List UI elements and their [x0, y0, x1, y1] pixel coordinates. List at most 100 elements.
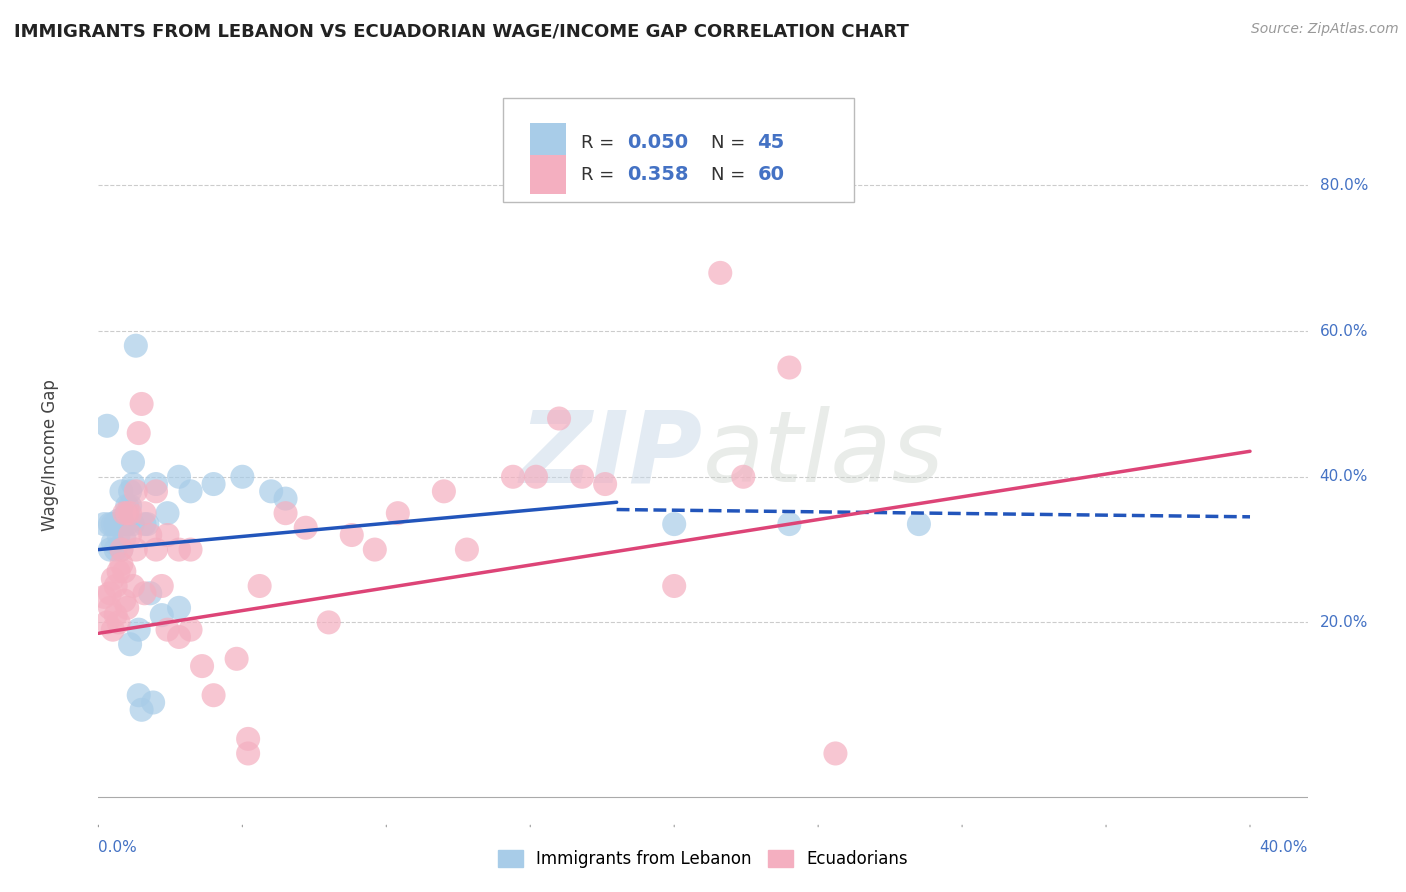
Point	[191, 659, 214, 673]
Point	[664, 517, 686, 532]
Point	[131, 703, 153, 717]
Point	[122, 517, 145, 532]
Point	[593, 477, 616, 491]
Text: 0.358: 0.358	[627, 165, 689, 185]
Point	[120, 528, 142, 542]
Point	[128, 688, 150, 702]
Point	[115, 506, 138, 520]
Text: N =: N =	[711, 166, 751, 184]
Point	[122, 455, 145, 469]
Point	[150, 579, 173, 593]
Point	[115, 513, 138, 527]
Point	[202, 477, 225, 491]
Text: Wage/Income Gap: Wage/Income Gap	[41, 379, 59, 531]
Point	[433, 484, 456, 499]
Point	[134, 517, 156, 532]
Point	[122, 477, 145, 491]
Point	[125, 484, 148, 499]
Point	[456, 542, 478, 557]
Point	[125, 542, 148, 557]
Point	[387, 506, 409, 520]
Point	[824, 747, 846, 761]
Point	[167, 542, 190, 557]
Point	[548, 411, 571, 425]
Point	[93, 590, 115, 604]
Point	[122, 579, 145, 593]
Point	[571, 469, 593, 483]
Point	[110, 484, 132, 499]
Text: 60.0%: 60.0%	[1320, 324, 1368, 339]
Point	[664, 579, 686, 593]
Text: ZIP: ZIP	[520, 407, 703, 503]
Point	[98, 517, 121, 532]
Point	[167, 469, 190, 483]
Point	[112, 532, 135, 546]
Point	[112, 509, 135, 524]
Point	[156, 506, 179, 520]
Point	[236, 747, 259, 761]
Point	[98, 586, 121, 600]
Text: 60: 60	[758, 165, 785, 185]
Point	[249, 579, 271, 593]
Legend: Immigrants from Lebanon, Ecuadorians: Immigrants from Lebanon, Ecuadorians	[491, 843, 915, 875]
Point	[134, 506, 156, 520]
Point	[236, 731, 259, 746]
Point	[115, 517, 138, 532]
Point	[107, 513, 129, 527]
Point	[142, 696, 165, 710]
Point	[134, 586, 156, 600]
Point	[101, 572, 124, 586]
Point	[120, 499, 142, 513]
Point	[120, 484, 142, 499]
Point	[104, 542, 127, 557]
Point	[96, 418, 118, 433]
FancyBboxPatch shape	[530, 123, 567, 162]
Point	[107, 528, 129, 542]
Text: 20.0%: 20.0%	[1320, 615, 1368, 630]
Point	[125, 339, 148, 353]
Point	[115, 499, 138, 513]
Point	[145, 484, 167, 499]
Point	[128, 623, 150, 637]
Point	[110, 517, 132, 532]
Point	[98, 542, 121, 557]
Text: R =: R =	[581, 166, 620, 184]
Text: atlas: atlas	[703, 407, 945, 503]
Point	[167, 630, 190, 644]
Point	[340, 528, 363, 542]
Point	[120, 637, 142, 651]
Point	[733, 469, 755, 483]
Point	[96, 615, 118, 630]
Point	[364, 542, 387, 557]
Point	[110, 542, 132, 557]
Point	[318, 615, 340, 630]
Text: R =: R =	[581, 134, 620, 152]
Point	[202, 688, 225, 702]
Point	[120, 506, 142, 520]
Point	[104, 608, 127, 623]
Text: 40.0%: 40.0%	[1320, 469, 1368, 484]
Text: 45: 45	[758, 133, 785, 153]
Point	[101, 623, 124, 637]
Text: 40.0%: 40.0%	[1260, 840, 1308, 855]
Point	[93, 517, 115, 532]
Point	[145, 477, 167, 491]
Point	[156, 528, 179, 542]
Point	[131, 397, 153, 411]
Point	[908, 517, 931, 532]
Point	[778, 517, 800, 532]
Point	[180, 484, 202, 499]
Point	[167, 600, 190, 615]
Text: Source: ZipAtlas.com: Source: ZipAtlas.com	[1251, 22, 1399, 37]
Point	[98, 600, 121, 615]
Point	[180, 623, 202, 637]
Point	[294, 521, 316, 535]
Point	[101, 517, 124, 532]
Point	[107, 615, 129, 630]
Point	[260, 484, 283, 499]
Point	[136, 517, 159, 532]
Point	[107, 565, 129, 579]
Point	[180, 542, 202, 557]
Point	[524, 469, 547, 483]
Point	[112, 565, 135, 579]
